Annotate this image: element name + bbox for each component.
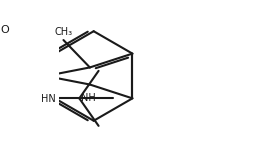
Text: CH₃: CH₃ <box>55 27 73 37</box>
Text: O: O <box>0 25 9 35</box>
Text: HN: HN <box>41 94 55 104</box>
Text: NH: NH <box>81 93 95 103</box>
